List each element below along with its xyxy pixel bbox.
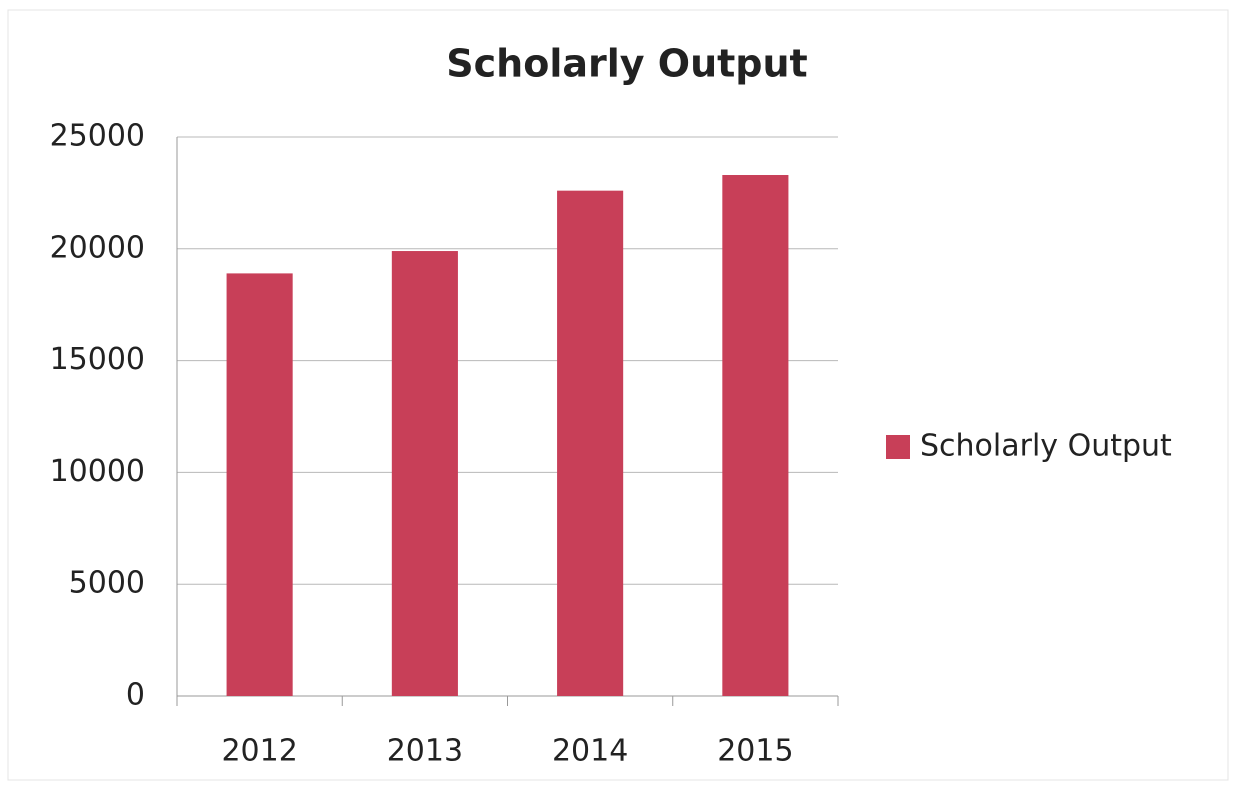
y-tick-label: 15000 <box>50 342 145 377</box>
bar <box>391 251 458 696</box>
y-tick-label: 0 <box>126 678 145 713</box>
chart-frame <box>7 9 1229 781</box>
bar <box>722 175 789 697</box>
y-tick-label: 25000 <box>50 119 145 154</box>
y-tick-label: 20000 <box>50 230 145 265</box>
legend-swatch <box>886 435 910 459</box>
bar <box>226 273 293 696</box>
x-tick-label: 2015 <box>717 734 793 769</box>
x-tick-label: 2014 <box>552 734 628 769</box>
legend-label: Scholarly Output <box>920 429 1172 464</box>
chart-title: Scholarly Output <box>446 42 807 86</box>
y-tick-label: 10000 <box>50 454 145 489</box>
x-tick-label: 2013 <box>387 734 463 769</box>
bar <box>557 190 624 696</box>
y-tick-label: 5000 <box>69 566 145 601</box>
x-tick-label: 2012 <box>221 734 297 769</box>
